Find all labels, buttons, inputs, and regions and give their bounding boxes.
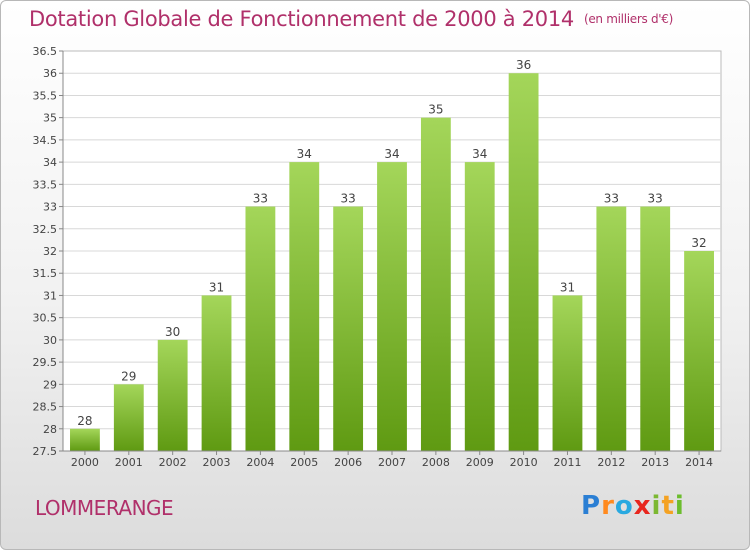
data-label: 33: [253, 192, 268, 206]
logo-letter: t: [661, 491, 675, 521]
x-tick-label: 2005: [290, 456, 318, 469]
data-label: 33: [648, 192, 663, 206]
data-label: 35: [428, 103, 443, 117]
x-tick-label: 2007: [378, 456, 406, 469]
bar: [245, 206, 276, 451]
logo-letter: r: [601, 491, 615, 521]
bar: [552, 295, 583, 451]
data-label: 32: [691, 236, 706, 250]
y-tick-label: 28.5: [33, 401, 58, 414]
y-tick-label: 31: [43, 289, 57, 302]
proxiti-logo[interactable]: Proxiti: [581, 491, 685, 521]
x-tick-label: 2001: [115, 456, 143, 469]
bar: [508, 73, 539, 451]
x-tick-label: 2012: [597, 456, 625, 469]
logo-letter: P: [581, 491, 602, 521]
x-tick-label: 2014: [685, 456, 713, 469]
logo-letter: x: [633, 491, 652, 521]
data-label: 33: [604, 192, 619, 206]
y-tick-label: 35.5: [33, 89, 58, 102]
data-label: 34: [297, 147, 312, 161]
x-tick-label: 2008: [422, 456, 450, 469]
y-tick-label: 27.5: [33, 445, 58, 458]
logo-letter: i: [674, 491, 685, 521]
bar: [464, 162, 495, 451]
data-label: 29: [121, 369, 136, 383]
logo-letter: i: [651, 491, 662, 521]
bar: [596, 206, 627, 451]
y-tick-label: 28: [43, 423, 57, 436]
y-tick-label: 29.5: [33, 356, 58, 369]
x-tick-label: 2004: [246, 456, 274, 469]
data-label: 31: [560, 280, 575, 294]
y-tick-label: 33: [43, 201, 57, 214]
bar: [420, 117, 451, 452]
y-tick-label: 36.5: [33, 45, 58, 58]
bar: [377, 162, 407, 451]
y-tick-label: 32.5: [33, 223, 58, 236]
data-label: 33: [340, 192, 355, 206]
logo-letter: o: [614, 491, 634, 521]
x-tick-label: 2003: [203, 456, 231, 469]
bar: [289, 162, 320, 451]
chart-title: Dotation Globale de Fonctionnement de 20…: [29, 7, 673, 31]
x-tick-label: 2010: [510, 456, 538, 469]
x-tick-label: 2009: [466, 456, 494, 469]
commune-name: LOMMERANGE: [35, 496, 174, 520]
bar: [333, 206, 364, 451]
data-label: 34: [472, 147, 487, 161]
bar: [684, 251, 714, 451]
data-label: 30: [165, 325, 180, 339]
x-tick-label: 2002: [159, 456, 187, 469]
x-tick-label: 2011: [553, 456, 581, 469]
data-label: 28: [77, 414, 92, 428]
x-tick-label: 2006: [334, 456, 362, 469]
data-label: 36: [516, 58, 531, 72]
y-tick-label: 35: [43, 112, 57, 125]
y-tick-label: 34.5: [33, 134, 58, 147]
bar: [640, 206, 671, 451]
y-tick-label: 29: [43, 378, 57, 391]
bar: [201, 295, 232, 451]
y-tick-label: 34: [43, 156, 57, 169]
bar: [70, 428, 100, 451]
data-label: 31: [209, 280, 224, 294]
y-tick-label: 30: [43, 334, 57, 347]
bar: [113, 384, 144, 451]
x-tick-label: 2013: [641, 456, 669, 469]
y-tick-label: 32: [43, 245, 57, 258]
data-label: 34: [384, 147, 399, 161]
bar: [157, 339, 188, 451]
x-tick-label: 2000: [71, 456, 99, 469]
y-tick-label: 30.5: [33, 312, 58, 325]
y-tick-label: 33.5: [33, 178, 58, 191]
chart-title-text: Dotation Globale de Fonctionnement de 20…: [29, 7, 574, 31]
y-tick-label: 31.5: [33, 267, 58, 280]
chart-unit: (en milliers d'€): [583, 12, 673, 26]
y-tick-label: 36: [43, 67, 57, 80]
